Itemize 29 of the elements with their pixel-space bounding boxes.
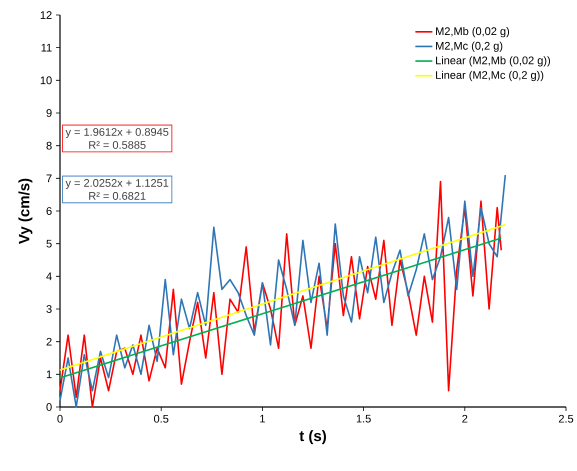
x-tick-label: 2.5 xyxy=(558,414,574,423)
legend-label: Linear (M2,Mc (0,2 g)) xyxy=(436,70,544,82)
x-tick-label: 0 xyxy=(57,414,63,423)
x-tick-label: 2 xyxy=(462,414,468,423)
x-tick-label: 0.5 xyxy=(154,414,168,423)
y-tick-label: 7 xyxy=(46,174,52,182)
annotation: R² = 0.5885 xyxy=(89,141,146,149)
annotation: R² = 0.6821 xyxy=(89,192,146,200)
y-tick-label: 11 xyxy=(42,44,52,52)
y-tick-label: 10 xyxy=(40,76,52,84)
y-tick-label: 9 xyxy=(46,109,52,117)
annotation: y = 1.9612x + 0.8945 xyxy=(66,128,168,138)
legend-label: M2,Mb (0,02 g) xyxy=(436,27,510,38)
x-axis-title: t (s) xyxy=(299,430,326,444)
legend-label: M2,Mc (0,2 g) xyxy=(436,42,502,52)
y-tick-label: 4 xyxy=(46,272,52,280)
y-tick-label: 6 xyxy=(46,207,52,215)
y-axis-title: Vy (cm/s) xyxy=(18,178,32,244)
y-tick-label: 5 xyxy=(46,240,52,248)
y-tick-label: 0 xyxy=(46,403,52,411)
y-tick-label: 8 xyxy=(46,142,52,150)
x-tick-label: 1 xyxy=(260,414,265,422)
annotation: y = 2.0252x + 1.1251 xyxy=(66,179,168,190)
y-tick-label: 12 xyxy=(40,11,52,19)
y-tick-label: 3 xyxy=(46,305,52,313)
y-tick-label: 2 xyxy=(46,338,52,346)
y-tick-label: 1 xyxy=(46,370,52,378)
x-tick-label: 1.5 xyxy=(356,414,371,423)
legend-label: Linear (M2,Mb (0,02 g)) xyxy=(436,56,550,66)
